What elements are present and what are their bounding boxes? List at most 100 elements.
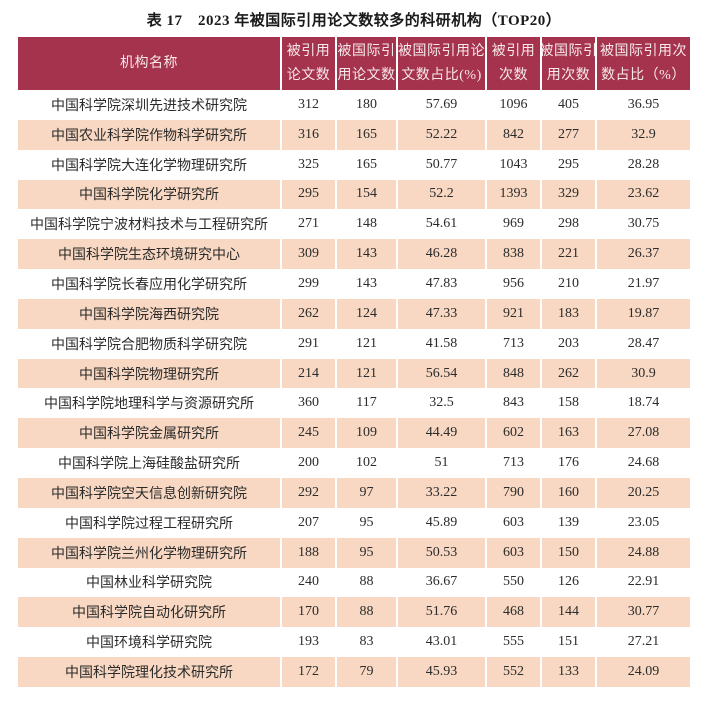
cell-value: 160 (542, 477, 597, 508)
col-header-label: 机构名称 (120, 55, 178, 71)
table-header-row: 机构名称 被引用 论文数 被国际引 用论文数 被国际引用论 文数占比(%) 被引… (18, 37, 690, 90)
cell-value: 121 (337, 358, 398, 389)
cell-value: 52.2 (398, 179, 487, 210)
cell-institution-name: 中国科学院生态环境研究中心 (18, 239, 282, 270)
cell-value: 291 (282, 328, 337, 359)
table-row: 中国科学院长春应用化学研究所 299 143 47.83 956 210 21.97 (18, 269, 690, 299)
cell-value: 713 (487, 328, 542, 359)
cell-value: 843 (487, 388, 542, 419)
cell-value: 969 (487, 209, 542, 240)
cell-institution-name: 中国科学院地理科学与资源研究所 (18, 388, 282, 419)
cell-value: 842 (487, 119, 542, 150)
table-row: 中国科学院过程工程研究所 207 95 45.89 603 139 23.05 (18, 507, 690, 538)
cell-value: 45.89 (398, 507, 487, 538)
cell-value: 50.77 (398, 149, 487, 180)
table-row: 中国环境科学研究院 193 83 43.01 555 151 27.21 (18, 627, 690, 658)
table-row: 中国科学院宁波材料技术与工程研究所 271 148 54.61 969 298 30.75 (18, 209, 690, 240)
cell-value: 30.75 (627, 216, 660, 232)
cell-value: 24.09 (627, 663, 660, 679)
col-header-label-line1: 被国际引用论 (398, 43, 485, 59)
cell-value: 50.53 (398, 537, 487, 568)
cell-value: 180 (337, 90, 398, 120)
cell-value: 210 (542, 269, 597, 299)
cell-value: 188 (282, 537, 337, 568)
cell-value: 44.49 (398, 418, 487, 449)
table-body: 中国科学院深圳先进技术研究院 312 180 57.69 1096 405 36.95 中国农… (18, 90, 690, 687)
cell-value: 148 (337, 209, 398, 240)
col-header-label-line1: 被引用 (491, 43, 536, 59)
cell-institution-name: 中国科学院大连化学物理研究所 (18, 149, 282, 180)
cell-value: 51 (398, 448, 487, 478)
cell-value: 117 (337, 388, 398, 419)
col-header-label-line2: 文数占比(%) (401, 67, 482, 83)
cell-value: 36.95 (627, 96, 660, 112)
col-header-label-line1: 被国际引 (337, 43, 396, 59)
cell-value: 298 (542, 209, 597, 240)
cell-value: 150 (542, 537, 597, 568)
table-row: 中国科学院上海硅酸盐研究所 200 102 51 713 176 24.68 (18, 448, 690, 478)
cell-value: 41.58 (398, 328, 487, 359)
cell-value: 33.22 (398, 477, 487, 508)
cell-value: 32.5 (398, 388, 487, 419)
cell-value: 207 (282, 507, 337, 538)
cell-value: 1096 (487, 90, 542, 120)
cell-value: 329 (542, 179, 597, 210)
cell-value: 271 (282, 209, 337, 240)
col-header-intl-citation-count: 被国际引 用次数 (540, 37, 597, 90)
table-row: 中国科学院大连化学物理研究所 325 165 50.77 1043 295 28.28 (18, 149, 690, 180)
col-header-label-line1: 被国际引用次 (600, 43, 687, 59)
col-header-label-line1: 被引用 (286, 43, 331, 59)
cell-value: 133 (542, 657, 597, 687)
cell-institution-name: 中国科学院合肥物质科学研究院 (18, 328, 282, 359)
cell-value: 124 (337, 298, 398, 329)
cell-value: 54.61 (398, 209, 487, 240)
cell-value: 144 (542, 597, 597, 628)
cell-value: 97 (337, 477, 398, 508)
cell-institution-name: 中国科学院兰州化学物理研究所 (18, 537, 282, 568)
cell-value: 56.54 (398, 358, 487, 389)
col-header-label-line2: 用论文数 (337, 67, 396, 83)
table-row: 中国科学院兰州化学物理研究所 188 95 50.53 603 150 24.88 (18, 537, 690, 568)
cell-value: 143 (337, 269, 398, 299)
cell-institution-name: 中国科学院宁波材料技术与工程研究所 (18, 209, 282, 240)
table-row: 中国科学院化学研究所 295 154 52.2 1393 329 23.62 (18, 179, 690, 210)
cell-value: 550 (487, 567, 542, 598)
cell-value: 88 (337, 567, 398, 598)
col-header-intl-cited-papers: 被国际引 用论文数 (337, 37, 398, 90)
cell-value: 552 (487, 657, 542, 687)
cell-value: 295 (542, 149, 597, 180)
cell-value: 603 (487, 537, 542, 568)
cell-value: 27.08 (627, 425, 660, 441)
cell-value: 262 (542, 358, 597, 389)
cell-institution-name: 中国科学院物理研究所 (18, 358, 282, 389)
cell-value: 24.88 (627, 544, 660, 560)
cell-value: 46.28 (398, 239, 487, 270)
cell-value: 1043 (487, 149, 542, 180)
cell-value: 245 (282, 418, 337, 449)
cell-institution-name: 中国林业科学研究院 (18, 567, 282, 598)
cell-value: 28.47 (627, 335, 660, 351)
table-row: 中国科学院海西研究院 262 124 47.33 921 183 19.87 (18, 298, 690, 329)
cell-value: 21.97 (627, 275, 660, 291)
cell-value: 713 (487, 448, 542, 478)
cell-value: 27.21 (627, 634, 660, 650)
table-row: 中国科学院生态环境研究中心 309 143 46.28 838 221 26.37 (18, 239, 690, 270)
col-header-label-line2: 次数 (499, 67, 528, 83)
cell-value: 126 (542, 567, 597, 598)
cell-value: 151 (542, 627, 597, 658)
table-row: 中国科学院理化技术研究所 172 79 45.93 552 133 24.09 (18, 657, 690, 687)
cell-value: 139 (542, 507, 597, 538)
table-row: 中国科学院深圳先进技术研究院 312 180 57.69 1096 405 36.95 (18, 90, 690, 120)
cell-institution-name: 中国环境科学研究院 (18, 627, 282, 658)
table-row: 中国科学院金属研究所 245 109 44.49 602 163 27.08 (18, 418, 690, 449)
cell-value: 95 (337, 537, 398, 568)
col-header-citation-count: 被引用 次数 (487, 37, 542, 90)
cell-value: 316 (282, 119, 337, 150)
cell-value: 325 (282, 149, 337, 180)
table-title: 表 17 2023 年被国际引用论文数较多的科研机构（TOP20） (146, 13, 562, 29)
cell-value: 121 (337, 328, 398, 359)
cell-value: 95 (337, 507, 398, 538)
cell-institution-name: 中国科学院自动化研究所 (18, 597, 282, 628)
col-header-intl-cited-papers-pct: 被国际引用论 文数占比(%) (398, 37, 487, 90)
cell-value: 18.74 (627, 395, 660, 411)
